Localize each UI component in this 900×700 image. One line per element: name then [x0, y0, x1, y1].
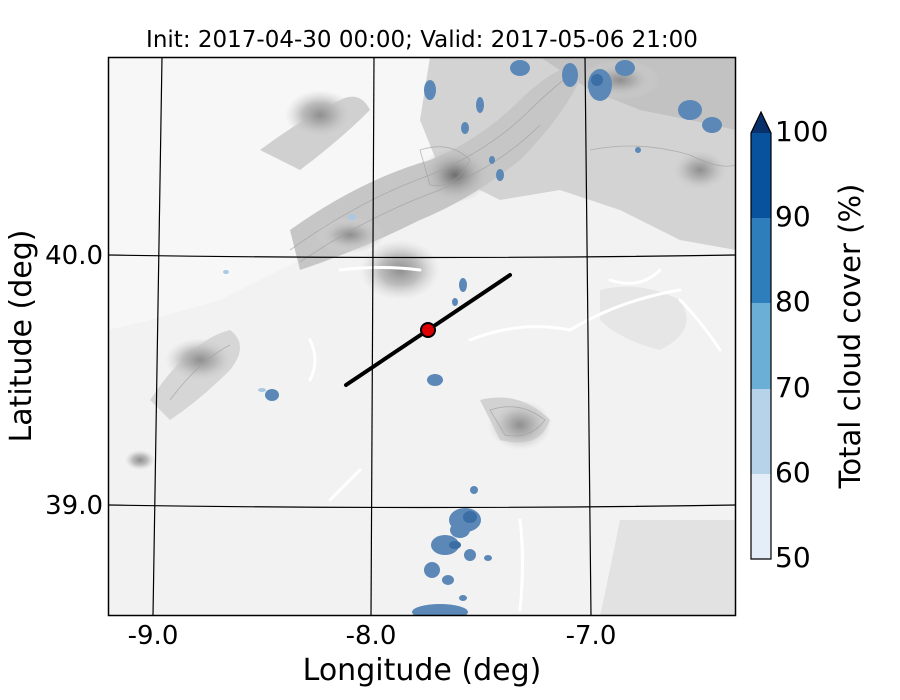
colorbar-bin — [751, 389, 771, 474]
x-axis-label: Longitude (deg) — [303, 653, 542, 688]
graticule-lat-39 — [108, 504, 736, 509]
cloud-cover-fill — [223, 60, 722, 616]
graticule — [108, 57, 736, 616]
y-axis-label: Latitude (deg) — [4, 230, 39, 443]
colorbar-outline — [750, 110, 772, 560]
colorbar-tick-label: 90 — [775, 200, 811, 233]
lat-tick-label: 40.0 — [45, 241, 103, 271]
colorbar-extend-arrow — [751, 112, 771, 133]
colorbar-tick-label: 60 — [775, 456, 811, 489]
terrain-shading — [108, 57, 736, 616]
plot-frame — [107, 56, 737, 617]
graticule-lon--9 — [152, 57, 163, 616]
graticule-lon--8 — [370, 57, 375, 616]
location-marker — [420, 322, 436, 338]
lon-tick-label: -8.0 — [346, 621, 397, 651]
colorbar-bin — [751, 474, 771, 559]
colorbar-tick-label: 70 — [775, 371, 811, 404]
colorbar-bin — [751, 218, 771, 303]
lat-tick-label: 39.0 — [45, 491, 103, 521]
colorbar: 100 90 80 70 60 50 Total cloud cover (%) — [750, 110, 867, 574]
lon-tick-label: -7.0 — [566, 621, 617, 651]
colorbar-bin — [751, 303, 771, 389]
map-title: Init: 2017-04-30 00:00; Valid: 2017-05-0… — [146, 27, 698, 53]
graticule-lon--7 — [584, 57, 592, 616]
colorbar-tick-label: 100 — [775, 115, 828, 148]
graticule-lat-40 — [108, 254, 736, 259]
colorbar-tick-label: 80 — [775, 285, 811, 318]
lon-tick-label: -9.0 — [128, 621, 179, 651]
colorbar-tick-label: 50 — [775, 541, 811, 574]
colorbar-label: Total cloud cover (%) — [833, 184, 867, 490]
colorbar-bin — [751, 133, 771, 218]
